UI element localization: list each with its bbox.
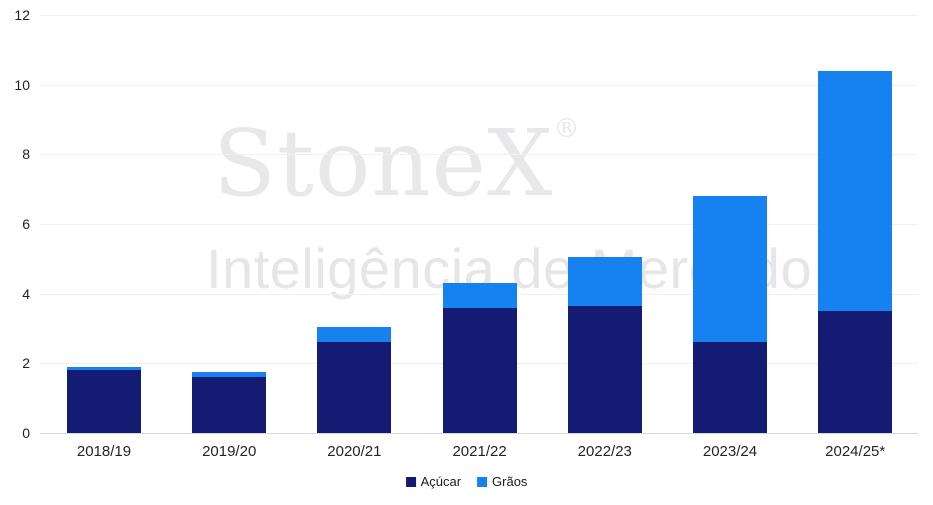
y-tick-label: 2 <box>22 355 30 372</box>
bar-segment-gros <box>192 372 267 378</box>
bar-group <box>818 0 893 433</box>
legend-item: Açúcar <box>405 474 462 489</box>
bar-group <box>693 0 767 433</box>
watermark-brand-text: StoneX <box>213 110 554 217</box>
legend-item: Grãos <box>477 475 527 489</box>
bar-segment-acar <box>192 377 267 433</box>
gridline <box>40 14 918 16</box>
gridline <box>40 84 918 86</box>
bar-segment-acar <box>818 311 893 433</box>
legend-label: Grãos <box>492 474 528 489</box>
bar-group <box>67 0 141 433</box>
x-axis-label: 2020/21 <box>327 443 382 460</box>
bar-segment-gros <box>567 257 642 306</box>
bar-segment-gros <box>818 70 893 311</box>
y-tick-label: 8 <box>22 146 30 163</box>
y-tick-label: 6 <box>22 215 30 232</box>
gridline <box>40 223 918 225</box>
y-tick-label: 12 <box>14 6 30 23</box>
y-tick-label: 0 <box>22 425 30 441</box>
registered-trademark-icon: ® <box>553 114 580 144</box>
x-axis-label: 2022/23 <box>577 443 632 460</box>
y-tick-label: 10 <box>14 76 30 93</box>
legend-swatch-gros <box>477 477 488 487</box>
legend-swatch-acar <box>405 477 416 487</box>
bar-segment-gros <box>67 366 141 371</box>
gridline <box>40 154 918 156</box>
gridline <box>40 433 918 434</box>
bar-group <box>442 0 517 433</box>
x-axis-label: 2019/20 <box>202 443 257 460</box>
legend-label: Açúcar <box>420 474 462 489</box>
bar-group <box>192 0 267 433</box>
x-axis-label: 2021/22 <box>452 443 507 460</box>
watermark-brand: StoneX® <box>213 114 580 213</box>
bar-segment-gros <box>317 326 392 343</box>
bar-group <box>567 0 642 433</box>
legend: Açúcar Grãos <box>405 474 527 489</box>
y-tick-label: 4 <box>22 285 30 302</box>
bar-segment-acar <box>567 305 642 433</box>
bar-segment-gros <box>442 283 517 308</box>
bar-segment-gros <box>693 196 767 343</box>
x-axis-label: 2023/24 <box>702 443 758 460</box>
bar-segment-acar <box>317 342 392 433</box>
bar-segment-acar <box>693 342 767 433</box>
bar-segment-acar <box>442 307 517 433</box>
x-axis-label: 2024/25* <box>825 443 886 460</box>
bar-group <box>317 0 392 433</box>
bar-segment-acar <box>67 370 141 433</box>
x-axis-label: 2018/19 <box>76 443 132 460</box>
